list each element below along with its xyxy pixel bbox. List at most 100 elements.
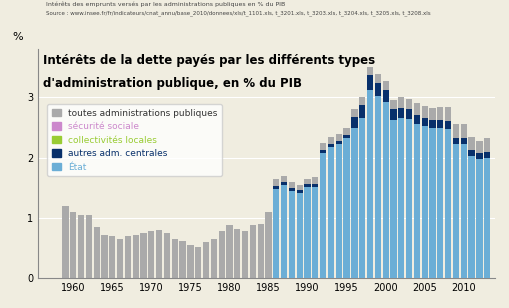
Bar — [398, 119, 404, 278]
Bar — [389, 109, 396, 120]
Bar — [475, 141, 482, 278]
Bar — [444, 107, 450, 278]
Bar — [86, 215, 92, 278]
Bar — [210, 239, 216, 278]
Bar — [288, 191, 295, 278]
Bar — [351, 117, 357, 128]
Bar — [62, 206, 68, 278]
Bar — [187, 245, 193, 278]
Bar — [304, 187, 310, 278]
Bar — [335, 134, 341, 278]
Bar — [382, 102, 388, 278]
Bar — [335, 144, 341, 278]
Bar — [475, 153, 482, 160]
Bar — [358, 105, 364, 119]
Bar — [226, 225, 232, 278]
Bar — [320, 143, 326, 278]
Bar — [483, 138, 489, 278]
Legend: toutes administrations publiques, sécurité sociale, collectivités locales, autre: toutes administrations publiques, sécuri… — [47, 104, 221, 176]
Bar — [117, 239, 123, 278]
Bar — [327, 147, 333, 278]
Bar — [296, 185, 302, 278]
Bar — [335, 141, 341, 144]
Bar — [483, 152, 489, 158]
Bar — [405, 99, 411, 278]
Bar — [320, 150, 326, 153]
Bar — [312, 187, 318, 278]
Bar — [327, 136, 333, 278]
Bar — [460, 144, 466, 278]
Bar — [405, 109, 411, 119]
Bar — [421, 106, 427, 278]
Bar — [148, 231, 154, 278]
Text: Source : www.insee.fr/fr/indicateurs/cnat_annu/base_2010/donnees/xls/t_1101.xls,: Source : www.insee.fr/fr/indicateurs/cna… — [46, 11, 430, 16]
Bar — [351, 109, 357, 278]
Bar — [203, 242, 209, 278]
Bar — [366, 90, 373, 278]
Bar — [483, 158, 489, 278]
Bar — [436, 128, 443, 278]
Bar — [280, 185, 287, 278]
Bar — [444, 129, 450, 278]
Bar — [296, 190, 302, 192]
Bar — [421, 118, 427, 126]
Bar — [327, 144, 333, 147]
Bar — [343, 128, 349, 278]
Text: Intérêts de la dette payés par les différents types: Intérêts de la dette payés par les diffé… — [43, 54, 374, 67]
Bar — [288, 182, 295, 278]
Bar — [93, 227, 100, 278]
Bar — [234, 229, 240, 278]
Bar — [389, 100, 396, 278]
Bar — [366, 75, 373, 90]
Bar — [288, 188, 295, 191]
Bar — [163, 233, 170, 278]
Bar — [429, 120, 435, 128]
Bar — [249, 225, 256, 278]
Bar — [436, 107, 443, 278]
Bar — [195, 247, 201, 278]
Bar — [460, 124, 466, 278]
Bar — [452, 144, 458, 278]
Bar — [257, 224, 263, 278]
Bar — [172, 239, 178, 278]
Bar — [413, 124, 419, 278]
Bar — [398, 108, 404, 119]
Bar — [413, 116, 419, 124]
Bar — [296, 192, 302, 278]
Bar — [125, 236, 131, 278]
Bar — [468, 156, 474, 278]
Bar — [468, 150, 474, 156]
Bar — [405, 119, 411, 278]
Bar — [343, 135, 349, 138]
Bar — [70, 212, 76, 278]
Bar — [351, 128, 357, 278]
Bar — [132, 235, 138, 278]
Bar — [429, 128, 435, 278]
Bar — [273, 189, 279, 278]
Bar — [374, 96, 380, 278]
Bar — [218, 231, 224, 278]
Bar — [421, 126, 427, 278]
Bar — [280, 176, 287, 278]
Bar — [429, 107, 435, 278]
Bar — [179, 241, 185, 278]
Bar — [468, 136, 474, 278]
Bar — [382, 80, 388, 278]
Bar — [436, 120, 443, 128]
Bar — [452, 138, 458, 144]
Bar — [320, 153, 326, 278]
Bar — [140, 233, 147, 278]
Bar — [343, 138, 349, 278]
Bar — [78, 215, 84, 278]
Bar — [374, 83, 380, 96]
Y-axis label: %: % — [12, 32, 23, 42]
Bar — [366, 67, 373, 278]
Bar — [444, 121, 450, 129]
Bar — [358, 97, 364, 278]
Bar — [312, 177, 318, 278]
Bar — [413, 103, 419, 278]
Bar — [280, 182, 287, 185]
Bar — [382, 90, 388, 102]
Bar — [241, 231, 248, 278]
Bar — [475, 160, 482, 278]
